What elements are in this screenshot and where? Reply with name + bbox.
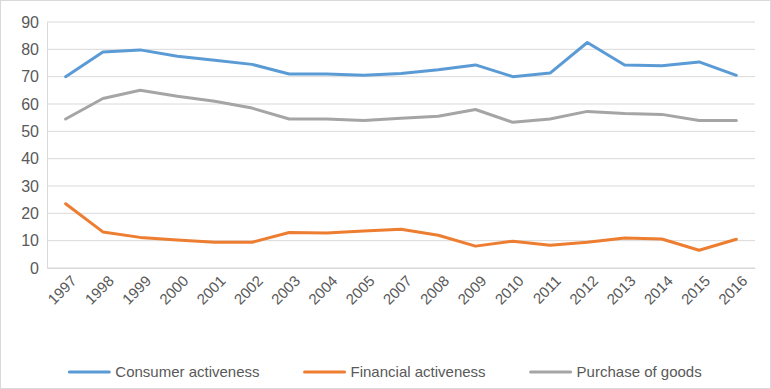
y-tick: 60	[21, 96, 47, 113]
y-tick-label: 90	[21, 14, 39, 31]
series-line	[66, 43, 737, 77]
x-tick: 2010	[491, 268, 527, 308]
legend-swatch	[69, 371, 109, 374]
legend-item: Purchase of goods	[531, 363, 702, 380]
x-tick: 2015	[678, 268, 714, 308]
y-tick: 20	[21, 205, 47, 222]
x-tick: 2012	[566, 268, 602, 308]
x-tick: 2003	[268, 268, 304, 308]
x-tick: 2011	[529, 268, 564, 307]
series-line	[66, 90, 737, 122]
legend-swatch	[305, 371, 345, 374]
y-tick-label: 40	[21, 150, 39, 167]
x-tick: 2016	[715, 268, 751, 308]
legend: Consumer activeness Financial activeness P…	[69, 363, 701, 380]
x-tick: 2002	[230, 268, 266, 308]
x-tick: 2001	[193, 268, 229, 308]
legend-item: Consumer activeness	[69, 363, 259, 380]
x-tick: 2008	[417, 268, 453, 308]
x-tick: 2005	[342, 268, 378, 308]
grid-line	[47, 104, 755, 105]
x-tick: 1997	[44, 268, 80, 308]
x-tick: 2000	[156, 268, 192, 308]
grid-line	[47, 49, 755, 50]
y-tick-label: 50	[21, 123, 39, 140]
legend-label: Purchase of goods	[577, 363, 702, 380]
legend-swatch	[531, 371, 571, 374]
x-tick-label: 2011	[529, 272, 564, 307]
y-tick-label: 60	[21, 96, 39, 113]
x-tick-label: 2009	[454, 272, 490, 308]
y-tick: 30	[21, 178, 47, 195]
legend-label: Consumer activeness	[115, 363, 259, 380]
x-tick-label: 2004	[305, 272, 341, 308]
x-tick-label: 2012	[566, 272, 602, 308]
y-tick: 70	[21, 68, 47, 85]
x-tick-label: 2003	[268, 272, 304, 308]
grid-line	[47, 76, 755, 77]
x-tick-label: 2007	[379, 272, 415, 308]
x-tick: 2009	[454, 268, 490, 308]
y-tick-label: 0	[30, 260, 39, 277]
series-line	[66, 204, 737, 250]
legend-label: Financial activeness	[351, 363, 486, 380]
grid-line	[47, 268, 755, 269]
x-tick-label: 2000	[156, 272, 192, 308]
grid-line	[47, 186, 755, 187]
y-tick: 50	[21, 123, 47, 140]
x-tick: 1999	[119, 268, 155, 308]
y-tick-label: 20	[21, 205, 39, 222]
x-tick-label: 2008	[417, 272, 453, 308]
grid-line	[47, 240, 755, 241]
x-tick-label: 2010	[491, 272, 527, 308]
x-tick-label: 2016	[715, 272, 751, 308]
y-tick: 90	[21, 14, 47, 31]
x-tick-label: 2014	[640, 272, 676, 308]
y-tick-label: 80	[21, 41, 39, 58]
x-tick-label: 1999	[119, 272, 155, 308]
x-tick: 2004	[305, 268, 341, 308]
x-tick-label: 1997	[44, 272, 80, 308]
x-axis-line	[48, 268, 756, 269]
grid-line	[47, 213, 755, 214]
grid	[47, 22, 755, 268]
grid-line	[47, 22, 755, 23]
y-tick-label: 70	[21, 68, 39, 85]
x-tick-label: 2013	[603, 272, 639, 308]
x-tick-label: 2001	[193, 272, 229, 308]
x-tick-label: 2005	[342, 272, 378, 308]
chart: 0102030405060708090199719981999200020012…	[0, 0, 771, 389]
y-axis: 0 10 20 30 40 50 60 70 80 90	[21, 14, 47, 277]
x-tick: 2007	[379, 268, 415, 308]
x-axis: 1997199819992000200120022003200420052007…	[44, 268, 755, 308]
y-tick: 80	[21, 41, 47, 58]
x-tick-label: 1998	[81, 272, 117, 308]
x-tick: 2014	[640, 268, 676, 308]
series-lines	[66, 43, 737, 251]
x-tick: 2013	[603, 268, 639, 308]
x-tick-label: 2015	[678, 272, 714, 308]
y-axis-line	[47, 23, 48, 269]
y-tick: 40	[21, 150, 47, 167]
chart-border	[1, 1, 771, 389]
y-tick: 0	[30, 260, 47, 277]
y-tick-label: 30	[21, 178, 39, 195]
y-tick-label: 10	[21, 232, 39, 249]
plot-area: 0102030405060708090199719981999200020012…	[21, 14, 755, 308]
y-tick: 10	[21, 232, 47, 249]
grid-line	[47, 131, 755, 132]
x-tick: 1998	[81, 268, 117, 308]
x-tick-label: 2002	[230, 272, 266, 308]
grid-line	[47, 158, 755, 159]
legend-item: Financial activeness	[305, 363, 486, 380]
